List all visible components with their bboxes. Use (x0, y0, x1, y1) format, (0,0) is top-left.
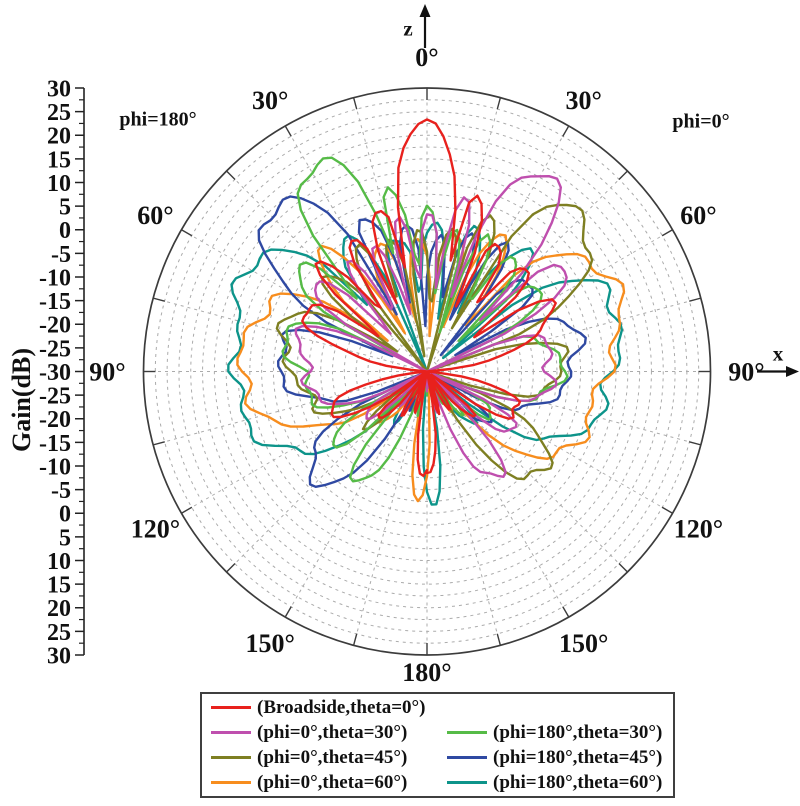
legend-item: (phi=0°,theta=60°) (202, 772, 438, 794)
angle-label: 30° (252, 86, 288, 115)
angle-label: 120° (131, 514, 180, 543)
gain-tick-label: 20 (47, 596, 71, 622)
gain-tick-label: -5 (51, 242, 71, 268)
gain-tick-label: -25 (39, 336, 71, 362)
legend-row: (phi=0°,theta=60°) (phi=180°,theta=60°) (202, 770, 673, 795)
legend-label: (phi=0°,theta=45°) (257, 746, 408, 768)
legend-swatch (211, 756, 251, 759)
gain-tick-label: 30 (47, 76, 71, 102)
angle-label: 90° (89, 358, 125, 387)
phi-0-annotation: phi=0° (672, 110, 730, 133)
angle-label-180deg: 180° (402, 658, 452, 687)
gain-tick-label: -5 (51, 478, 71, 504)
legend-item: (phi=180°,theta=45°) (438, 747, 666, 769)
gain-tick-label: 5 (59, 525, 71, 551)
angle-label: 60° (137, 201, 173, 230)
gain-axis-title: Gain(dB) (7, 347, 36, 453)
legend-label: (phi=0°,theta=30°) (257, 721, 408, 743)
legend-row: (phi=0°,theta=45°) (phi=180°,theta=45°) (202, 745, 673, 770)
gain-tick-label: 25 (47, 620, 71, 646)
gain-tick-label: 10 (47, 549, 71, 575)
angle-label: 120° (674, 514, 723, 543)
angle-label-0deg: 0° (415, 43, 439, 72)
gain-tick-label: 0 (59, 502, 71, 528)
legend-swatch (447, 781, 487, 784)
angle-label: 150° (559, 629, 608, 658)
chart-legend: (Broadside,theta=0°) (phi=0°,theta=30°) (p… (200, 692, 675, 798)
legend-label: (phi=180°,theta=45°) (493, 746, 663, 768)
gain-tick-label: 30 (47, 643, 71, 669)
gain-tick-label: 0 (59, 218, 71, 244)
angle-label: 150° (246, 629, 295, 658)
gain-tick-label: 5 (59, 195, 71, 221)
axis-arrows (419, 4, 799, 377)
legend-item: (phi=180°,theta=60°) (438, 772, 666, 794)
gain-tick-label: -15 (39, 431, 71, 457)
gain-tick-label: 10 (47, 171, 71, 197)
legend-label: (Broadside,theta=0°) (257, 696, 426, 718)
angle-label: 30° (566, 86, 602, 115)
series-curve-0 (301, 118, 557, 478)
legend-label: (phi=180°,theta=30°) (493, 721, 663, 743)
polar-outline (142, 87, 712, 656)
gain-tick-label: 25 (47, 100, 71, 126)
gain-tick-label: 15 (47, 147, 71, 173)
gain-tick-label: 15 (47, 573, 71, 599)
gain-tick-label: -20 (39, 313, 71, 339)
gain-tick-label: -30 (39, 360, 71, 386)
legend-item: (phi=0°,theta=45°) (202, 747, 438, 769)
angle-label: 60° (680, 201, 716, 230)
series-curve-1 (294, 175, 568, 478)
gain-tick-label: -25 (39, 384, 71, 410)
z-axis-label: z (403, 16, 413, 41)
legend-row: (Broadside,theta=0°) (202, 695, 673, 720)
legend-swatch (211, 781, 251, 784)
legend-item: (Broadside,theta=0°) (202, 697, 438, 719)
legend-swatch (211, 706, 251, 709)
gain-tick-label: -20 (39, 407, 71, 433)
phi-180-annotation: phi=180° (119, 108, 197, 131)
legend-item: (phi=0°,theta=30°) (202, 722, 438, 744)
gain-tick-label: -15 (39, 289, 71, 315)
series-curves (227, 118, 626, 506)
gain-tick-label: -10 (39, 454, 71, 480)
gain-tick-label: -10 (39, 265, 71, 291)
legend-swatch (211, 731, 251, 734)
x-axis-label: x (772, 341, 784, 366)
angle-labels: 30°60°90°120°150°30°60°90°120°150° (89, 86, 764, 658)
legend-item: (phi=180°,theta=30°) (438, 722, 666, 744)
gain-tick-label: 20 (47, 124, 71, 150)
legend-label: (phi=180°,theta=60°) (493, 771, 663, 793)
legend-row: (phi=0°,theta=30°) (phi=180°,theta=30°) (202, 720, 673, 745)
legend-swatch (447, 756, 487, 759)
legend-label: (phi=0°,theta=60°) (257, 771, 408, 793)
gain-axis: 302520151050-5-10-15-20-25-30-25-20-15-1… (39, 76, 85, 669)
legend-swatch (447, 731, 487, 734)
series-curve-6 (227, 221, 624, 506)
